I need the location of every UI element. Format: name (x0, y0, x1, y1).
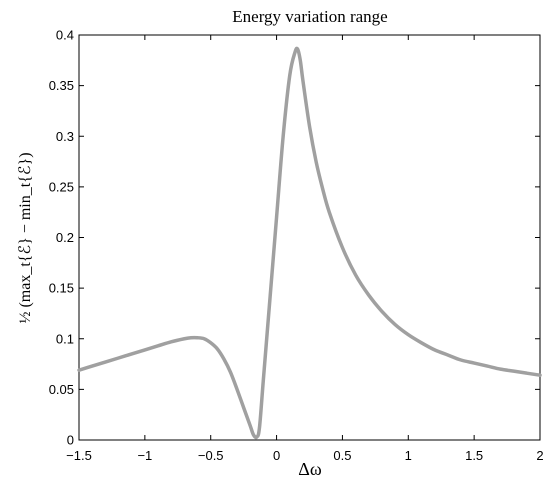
y-tick-label: 0.15 (49, 281, 74, 296)
x-tick-label: −1.5 (66, 448, 92, 463)
tick-marks (78, 34, 541, 441)
x-tick-label: −1 (137, 448, 152, 463)
y-tick-label: 0.4 (56, 28, 74, 43)
y-tick-label: 0 (67, 433, 74, 448)
x-tick-label: 0.5 (333, 448, 351, 463)
y-tick-label: 0.2 (56, 230, 74, 245)
y-tick-label: 0.35 (49, 78, 74, 93)
plot-frame (78, 34, 541, 441)
y-tick-label: 0.3 (56, 129, 74, 144)
x-tick-label: 1 (405, 448, 412, 463)
tick-labels: −1.5 −1 −0.5 0 0.5 1 1.5 2 0 0.05 0.1 0.15 0.2 0.25 0.… (49, 28, 544, 464)
y-tick-label: 0.05 (49, 382, 74, 397)
x-tick-label: 1.5 (465, 448, 483, 463)
y-tick-label: 0.1 (56, 331, 74, 346)
x-axis-label: Δω (298, 459, 322, 479)
x-tick-label: 2 (536, 448, 543, 463)
y-tick-label: 0.25 (49, 179, 74, 194)
chart-title: Energy variation range (232, 7, 387, 26)
y-axis-label: ½ (max_t{ℰ} − min_t{ℰ}) (17, 152, 34, 323)
x-tick-label: 0 (273, 448, 280, 463)
series-line (77, 46, 542, 440)
x-tick-label: −0.5 (198, 448, 224, 463)
